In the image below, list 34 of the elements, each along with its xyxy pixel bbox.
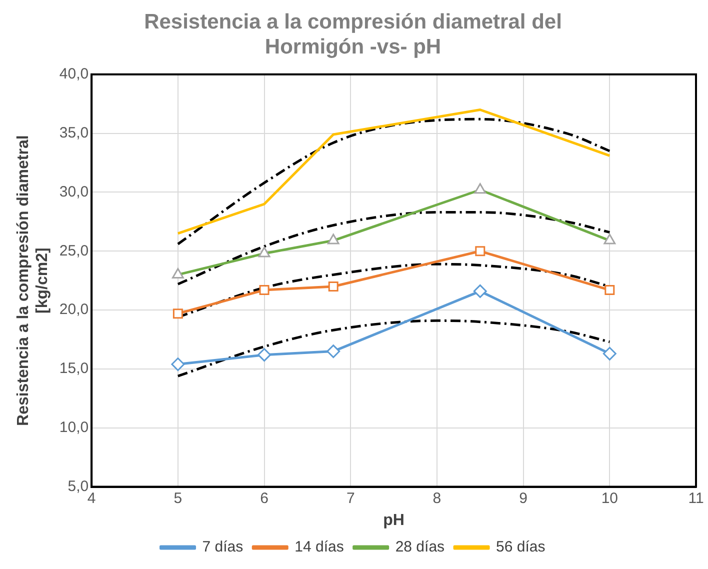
point	[259, 285, 270, 296]
x-tick-label: 4	[87, 490, 96, 507]
point	[473, 284, 487, 298]
x-axis-title: pH	[383, 512, 404, 529]
legend-label: 56 días	[496, 538, 546, 556]
y-tick-label: 40,0	[59, 66, 89, 83]
chart-title: Resistencia a la compresión diametral del Hormigón -vs- pH	[144, 10, 562, 59]
y-tick-label: 30,0	[59, 183, 89, 200]
point	[171, 358, 185, 372]
x-tick-label: 8	[432, 490, 442, 507]
x-tick-label: 7	[346, 490, 355, 507]
legend-label: 28 días	[395, 538, 445, 556]
point	[604, 285, 615, 296]
x-tick-label: 5	[174, 490, 182, 507]
y-tick-label: 25,0	[59, 242, 89, 260]
y-tick-label: 10,0	[59, 419, 89, 436]
point	[258, 348, 272, 362]
x-tick-label: 11	[688, 490, 704, 507]
line-series	[176, 319, 611, 378]
legend-label: 14 días	[294, 538, 344, 556]
y-tick-label: 35,0	[59, 124, 89, 142]
point	[602, 346, 616, 360]
point	[475, 246, 486, 256]
y-axis-title: Resistencia a la compresión diametral [kg/cm2]	[15, 135, 52, 426]
x-tick-label: 6	[260, 490, 268, 507]
x-tick-label: 10	[601, 490, 618, 507]
point	[326, 344, 340, 358]
y-tick-label: 15,0	[59, 360, 89, 378]
point	[328, 282, 338, 292]
legend-label: 7 días	[202, 538, 244, 556]
point	[172, 308, 183, 319]
y-tick-label: 20,0	[59, 301, 89, 318]
x-tick-label: 9	[519, 490, 528, 507]
y-tick-label: 5,0	[68, 478, 89, 495]
